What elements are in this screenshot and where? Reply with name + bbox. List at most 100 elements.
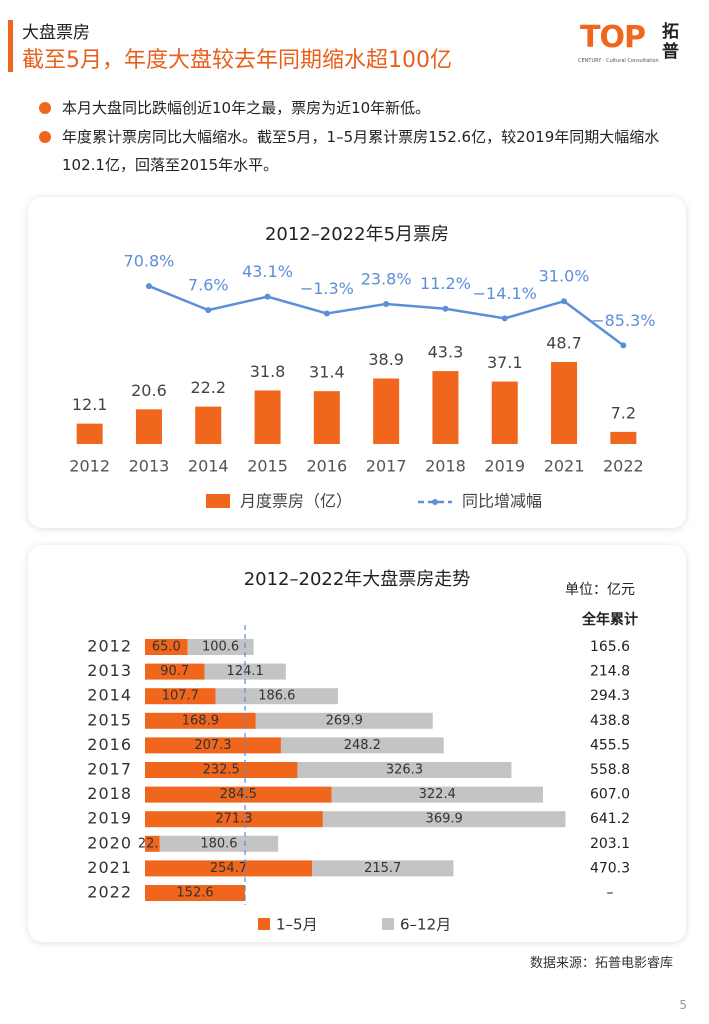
x-tick-label: 2019 xyxy=(484,457,525,476)
data-label: 107.7 xyxy=(162,689,199,704)
bar-segment xyxy=(322,811,566,828)
data-label: 43.3 xyxy=(428,343,464,362)
bar xyxy=(373,378,400,444)
bullet-dot xyxy=(39,131,51,143)
bullet: 年度累计票房同比大幅缩水。截至5月，1–5月累计票房152.6亿，较2019年同… xyxy=(62,128,660,174)
bar xyxy=(76,423,103,444)
data-label: 284.5 xyxy=(220,787,257,802)
x-tick-label: 2015 xyxy=(247,457,288,476)
data-label: 7.2 xyxy=(611,403,636,422)
bar-segment xyxy=(145,835,160,852)
source: 数据来源：拓普电影睿库 xyxy=(529,956,673,971)
bar-segment xyxy=(331,786,543,803)
bar-segment xyxy=(187,639,254,655)
data-label: −85.3% xyxy=(591,311,655,330)
data-label: 37.1 xyxy=(487,353,523,372)
x-tick-label: 2013 xyxy=(129,457,170,476)
total-label: 294.3 xyxy=(590,688,630,704)
total-label: 558.8 xyxy=(590,762,630,778)
data-label: 186.6 xyxy=(258,689,295,704)
data-label: 48.7 xyxy=(546,334,582,353)
data-label: 100.6 xyxy=(202,640,239,655)
logo-sub: CENTURY · Cultural Consultation xyxy=(578,58,659,64)
y-tick-label: 2019 xyxy=(87,809,132,828)
data-label: 254.7 xyxy=(210,861,247,876)
line-point xyxy=(620,342,627,349)
bullet-dot xyxy=(39,102,51,114)
legend-label: 同比增减幅 xyxy=(462,492,542,511)
y-tick-label: 2022 xyxy=(87,883,132,902)
bar-segment xyxy=(297,762,512,778)
data-label: 70.8% xyxy=(124,252,175,271)
y-tick-label: 2015 xyxy=(87,710,132,729)
legend-label: 6–12月 xyxy=(400,916,451,934)
total-label: 438.8 xyxy=(590,713,630,729)
y-tick-label: 2018 xyxy=(87,784,132,803)
bar xyxy=(491,381,518,444)
data-label: 23.8% xyxy=(361,269,412,288)
unit: 单位：亿元 xyxy=(565,582,635,598)
total-label: 470.3 xyxy=(590,860,630,876)
total-label: – xyxy=(607,885,614,901)
legend-label: 月度票房（亿） xyxy=(240,492,352,511)
page-title: 截至5月，年度大盘较去年同期缩水超100亿 xyxy=(22,48,452,73)
y-tick-label: 2017 xyxy=(87,760,132,779)
bar-segment xyxy=(255,712,433,729)
bar xyxy=(551,362,578,444)
bar xyxy=(254,390,281,444)
section: 大盘票房 xyxy=(22,23,90,43)
bar-segment xyxy=(145,860,313,877)
x-tick-label: 2021 xyxy=(544,457,585,476)
data-label: −1.3% xyxy=(300,279,354,298)
bar xyxy=(135,409,162,444)
y-tick-label: 2020 xyxy=(87,833,132,852)
line-point xyxy=(383,300,390,307)
bar-segment xyxy=(312,860,454,877)
chart-title: 2012–2022年大盘票房走势 xyxy=(244,569,471,590)
x-tick-label: 2018 xyxy=(425,457,466,476)
y-tick-label: 2014 xyxy=(87,686,132,705)
bar-segment xyxy=(159,835,279,852)
line-point xyxy=(561,298,568,305)
data-label: 326.3 xyxy=(386,763,423,778)
data-label: 90.7 xyxy=(160,664,189,679)
total-label: 607.0 xyxy=(590,787,630,803)
legend-swatch xyxy=(432,499,438,505)
bar-segment xyxy=(145,712,256,729)
bar-segment xyxy=(145,688,216,705)
x-tick-label: 2022 xyxy=(603,457,644,476)
data-label: 38.9 xyxy=(368,350,404,369)
bar xyxy=(195,406,222,444)
data-label: 11.2% xyxy=(420,274,471,293)
legend-swatch xyxy=(206,494,230,508)
column-header: 全年累计 xyxy=(581,611,638,628)
bar-segment xyxy=(215,688,338,705)
logo-cn: 拓普 xyxy=(662,22,679,62)
legend-swatch xyxy=(258,918,270,930)
legend-swatch xyxy=(382,918,394,930)
bar-segment xyxy=(145,639,188,655)
y-tick-label: 2012 xyxy=(87,637,132,656)
data-label: 369.9 xyxy=(426,812,463,827)
data-label: 168.9 xyxy=(182,713,219,728)
logo: TOP xyxy=(580,20,646,55)
data-label: 7.6% xyxy=(188,276,229,295)
legend-label: 1–5月 xyxy=(276,916,318,934)
line-point xyxy=(205,307,212,314)
accent-bar xyxy=(8,20,13,72)
x-tick-label: 2012 xyxy=(69,457,110,476)
data-label: 31.4 xyxy=(309,363,345,382)
data-label: −14.1% xyxy=(473,284,537,303)
total-label: 203.1 xyxy=(590,836,630,852)
total-label: 165.6 xyxy=(590,639,630,655)
data-label: 152.6 xyxy=(176,886,213,901)
x-tick-label: 2017 xyxy=(366,457,407,476)
data-label: 12.1 xyxy=(72,395,108,414)
data-label: 269.9 xyxy=(326,713,363,728)
bar-segment xyxy=(145,811,323,828)
x-tick-label: 2014 xyxy=(188,457,229,476)
bar-segment xyxy=(280,737,444,754)
bar-segment xyxy=(145,885,246,901)
